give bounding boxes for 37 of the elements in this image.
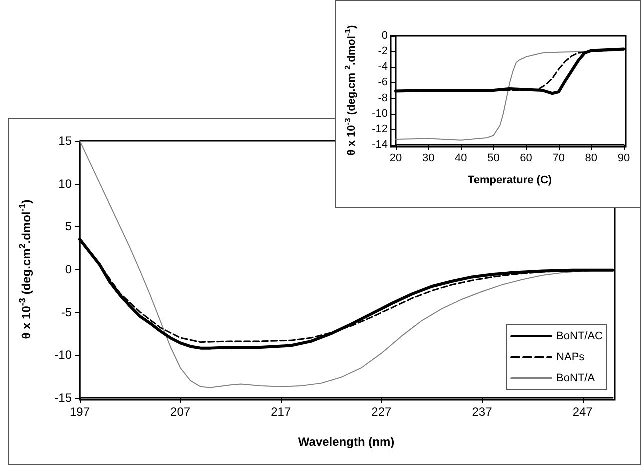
y-axis-title: θ x 10-3 (deg.cm2.dmol-1) <box>18 200 34 340</box>
y-tick-label: -2 <box>378 46 388 58</box>
x-tick-label: 90 <box>618 152 630 164</box>
x-tick-label: 80 <box>585 152 598 164</box>
legend-label: BoNT/AC <box>556 330 604 342</box>
x-tick-label: 20 <box>390 152 402 164</box>
y-tick-label: 0 <box>382 30 388 42</box>
y-tick-label: 0 <box>65 262 72 276</box>
x-tick-label: 247 <box>572 405 594 419</box>
legend-label: NAPs <box>556 352 586 364</box>
y-tick-label: -15 <box>54 391 72 405</box>
x-tick-label: 30 <box>422 152 435 164</box>
x-tick-label: 50 <box>488 152 500 164</box>
x-axis-title: Temperature (C) <box>468 174 552 186</box>
y-axis-title: θ x 10-3 (deg.cm 2.dmol-1) <box>344 24 358 156</box>
x-tick-label: 60 <box>520 152 532 164</box>
x-tick-label: 207 <box>170 405 191 419</box>
y-tick-label: 10 <box>58 176 72 191</box>
x-tick-label: 227 <box>372 405 392 419</box>
line-series <box>396 50 624 141</box>
x-tick-label: 237 <box>472 405 493 419</box>
y-tick-label: 5 <box>65 220 72 234</box>
y-tick-label: 15 <box>58 134 72 148</box>
x-tick-label: 217 <box>271 405 292 419</box>
x-tick-label: 70 <box>552 152 565 164</box>
x-tick-label: 197 <box>70 405 90 419</box>
y-tick-label: -10 <box>54 348 72 362</box>
y-tick-label: -6 <box>378 76 388 89</box>
y-tick-label: -8 <box>378 92 388 104</box>
x-tick-label: 40 <box>455 152 468 164</box>
y-tick-label: -5 <box>61 305 72 320</box>
legend-label: BoNT/A <box>556 372 596 384</box>
y-tick-label: -4 <box>378 61 388 74</box>
y-tick-label: -12 <box>372 123 388 136</box>
y-tick-label: -10 <box>372 108 388 120</box>
x-axis-title: Wavelength (nm) <box>298 435 395 449</box>
y-tick-label: -14 <box>372 139 388 151</box>
